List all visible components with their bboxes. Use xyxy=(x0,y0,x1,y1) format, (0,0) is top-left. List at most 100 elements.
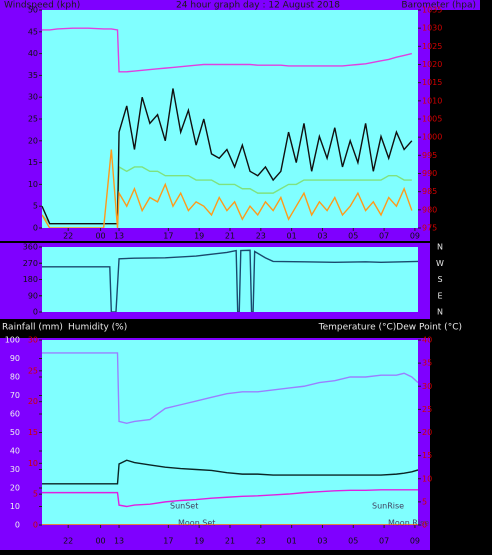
y-tick-label: 100 xyxy=(5,336,20,345)
x-tick-label: 09 xyxy=(410,537,420,546)
y-tick-label: 30 xyxy=(10,465,20,474)
rain-axis-title: Rainfall (mm) xyxy=(2,323,63,333)
temperature-plot-area xyxy=(42,340,418,525)
y3-tick-label: 15 xyxy=(28,428,38,437)
x-tick-label: 01 xyxy=(287,537,297,546)
y3-tick-label: 5 xyxy=(33,490,38,499)
y-tick-label: 20 xyxy=(10,484,20,493)
x-tick-label: 19 xyxy=(194,537,204,546)
y2-tick-label: 1000 xyxy=(422,133,442,142)
y-tick-label: 5 xyxy=(33,202,38,211)
y-tick-label: 20 xyxy=(28,136,38,145)
y2-tick-label: 5 xyxy=(422,497,427,506)
y2-tick-label: 40 xyxy=(422,336,432,345)
series-line xyxy=(42,352,418,424)
y-tick-label: 70 xyxy=(10,391,20,400)
chart-title: 24 hour graph day : 12 August 2018 xyxy=(176,1,340,11)
y2-tick-label: 10 xyxy=(422,474,432,483)
wind-axis-title: Windspeed (kph) xyxy=(4,1,80,11)
y2-tick-label: 25 xyxy=(422,405,432,414)
y2-tick-label: N xyxy=(437,243,443,252)
y3-tick-label: 20 xyxy=(28,397,38,406)
x-tick-label: 21 xyxy=(225,232,235,241)
x-tick-label: 13 xyxy=(114,232,124,241)
y2-tick-label: 1005 xyxy=(422,115,442,124)
y2-tick-label: 15 xyxy=(422,451,432,460)
y-tick-label: 50 xyxy=(28,6,38,15)
y-tick-label: 0 xyxy=(15,521,20,530)
y2-tick-label: 1010 xyxy=(422,96,442,105)
series-line xyxy=(42,489,418,508)
y-tick-label: 25 xyxy=(28,115,38,124)
y3-tick-label: 0 xyxy=(33,521,38,530)
y2-tick-label: W xyxy=(436,259,444,268)
y2-tick-label: 995 xyxy=(422,151,437,160)
y2-tick-label: 0 xyxy=(422,521,427,530)
x-tick-label: 05 xyxy=(348,537,358,546)
x-tick-label: 07 xyxy=(379,537,389,546)
y2-tick-label: 980 xyxy=(422,205,437,214)
wind-plot-area xyxy=(42,10,418,228)
x-tick-label: 00 xyxy=(95,232,105,241)
y-tick-label: 40 xyxy=(10,447,20,456)
y-tick-label: 50 xyxy=(10,428,20,437)
humidity-axis-title: Humidity (%) xyxy=(68,323,127,333)
x-tick-label: 03 xyxy=(317,537,327,546)
y2-tick-label: 20 xyxy=(422,428,432,437)
y2-tick-label: 985 xyxy=(422,187,437,196)
y-tick-label: 0 xyxy=(33,308,38,317)
y-tick-label: 80 xyxy=(10,373,20,382)
annotation: SunSet xyxy=(170,502,198,511)
y2-tick-label: 35 xyxy=(422,359,432,368)
barometer-axis-title: Barometer (hpa) xyxy=(401,1,476,11)
x-tick-label: 22 xyxy=(63,232,73,241)
y-tick-label: 40 xyxy=(28,49,38,58)
y-tick-label: 15 xyxy=(28,158,38,167)
y3-tick-label: 10 xyxy=(28,459,38,468)
y2-tick-label: 1030 xyxy=(422,24,442,33)
annotation: SunRise xyxy=(372,502,404,511)
series-line xyxy=(42,88,413,225)
x-tick-label: 01 xyxy=(287,232,297,241)
y2-tick-label: 975 xyxy=(422,224,437,233)
annotation: Moon Rise xyxy=(388,519,429,528)
y2-tick-label: E xyxy=(437,291,442,300)
x-tick-label: 23 xyxy=(256,232,266,241)
y2-tick-label: 990 xyxy=(422,169,437,178)
y2-tick-label: 1020 xyxy=(422,60,442,69)
y2-tick-label: 1035 xyxy=(422,6,442,15)
y-tick-label: 10 xyxy=(28,180,38,189)
y-tick-label: 90 xyxy=(28,291,38,300)
x-tick-label: 00 xyxy=(95,537,105,546)
x-tick-label: 22 xyxy=(63,537,73,546)
y2-tick-label: 1015 xyxy=(422,78,442,87)
x-tick-label: 05 xyxy=(348,232,358,241)
x-tick-label: 23 xyxy=(256,537,266,546)
y2-tick-label: 30 xyxy=(422,382,432,391)
x-tick-label: 21 xyxy=(225,537,235,546)
x-tick-label: 09 xyxy=(410,232,420,241)
y3-tick-label: 30 xyxy=(28,336,38,345)
series-line xyxy=(42,459,418,485)
x-tick-label: 19 xyxy=(194,232,204,241)
y2-tick-label: 1025 xyxy=(422,42,442,51)
y-tick-label: 180 xyxy=(23,275,38,284)
direction-plot-area xyxy=(42,247,418,312)
x-tick-label: 17 xyxy=(163,537,173,546)
series-line xyxy=(42,27,413,73)
y-tick-label: 10 xyxy=(10,502,20,511)
y-tick-label: 45 xyxy=(28,27,38,36)
y2-tick-label: S xyxy=(437,275,442,284)
series-line xyxy=(42,149,413,228)
y-tick-label: 30 xyxy=(28,93,38,102)
x-tick-label: 07 xyxy=(379,232,389,241)
y-tick-label: 60 xyxy=(10,410,20,419)
annotation: Moon Set xyxy=(178,519,215,528)
y3-tick-label: 25 xyxy=(28,366,38,375)
y-tick-label: 0 xyxy=(33,224,38,233)
x-tick-label: 17 xyxy=(163,232,173,241)
y-tick-label: 35 xyxy=(28,71,38,80)
series-line xyxy=(42,249,418,312)
